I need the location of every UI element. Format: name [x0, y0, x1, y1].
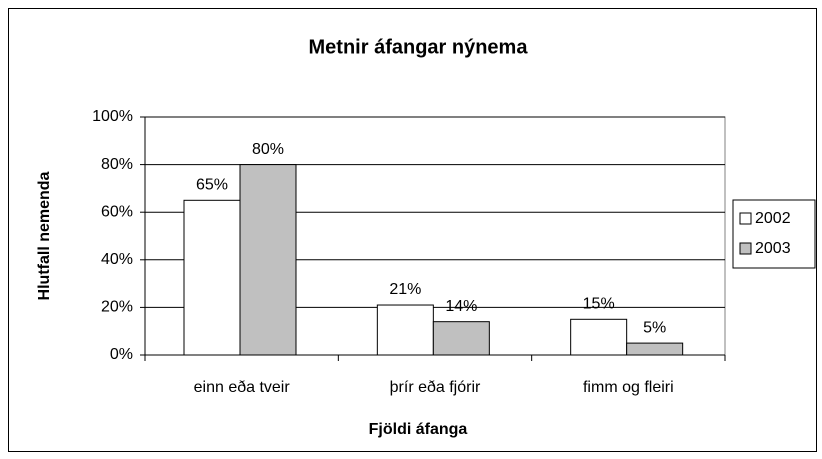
bar: [376, 304, 434, 356]
legend-label: 2003: [755, 240, 791, 257]
value-label: 5%: [643, 319, 666, 336]
bar: [432, 321, 490, 356]
chart-title: Metnir áfangar nýnema: [309, 36, 529, 58]
legend-swatch: [739, 212, 752, 225]
bar: [626, 342, 684, 356]
value-label: 65%: [196, 177, 228, 194]
y-axis-title: Hlutfall nemenda: [36, 171, 53, 300]
x-axis-title: Fjöldi áfanga: [369, 421, 468, 438]
value-label: 80%: [252, 141, 284, 158]
bar: [570, 318, 628, 356]
bar: [183, 199, 241, 356]
y-tick-label: 80%: [101, 156, 133, 173]
y-tick-label: 100%: [92, 108, 133, 125]
value-label: 15%: [583, 296, 615, 313]
legend-box: [732, 199, 816, 269]
y-tick-label: 20%: [101, 299, 133, 316]
value-label: 21%: [389, 281, 421, 298]
x-tick-label: fimm og fleiri: [583, 379, 674, 396]
legend-swatch: [739, 242, 752, 255]
x-tick-label: einn eða tveir: [194, 379, 291, 396]
y-tick-label: 60%: [101, 203, 133, 220]
bar: [239, 164, 297, 356]
y-tick-label: 40%: [101, 251, 133, 268]
x-tick-label: þrír eða fjórir: [390, 379, 481, 396]
legend-label: 2002: [755, 210, 791, 227]
value-label: 14%: [445, 298, 477, 315]
y-tick-label: 0%: [110, 346, 133, 363]
